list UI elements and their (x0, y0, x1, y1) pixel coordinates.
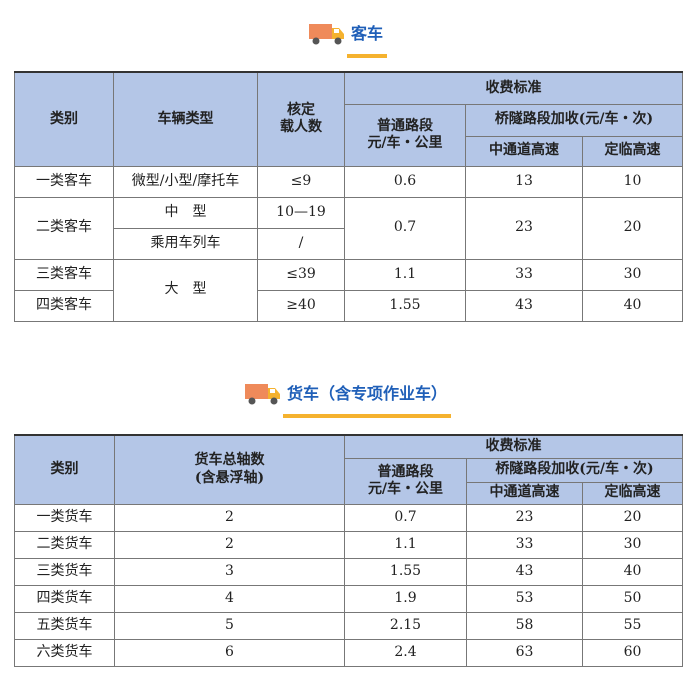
header-class: 类别 (14, 434, 115, 505)
header-axles: 货车总轴数 (含悬浮轴) (114, 434, 345, 505)
cell-cls: 六类货车 (14, 638, 115, 667)
cell-normal: 1.1 (344, 530, 467, 559)
header-fee: 收费标准 (344, 434, 683, 459)
table-row: 五类货车 5 2.15 58 55 (14, 611, 683, 640)
header-zt: 中通道高速 (465, 135, 583, 167)
table-row: 二类货车 2 1.1 33 30 (14, 530, 683, 559)
table-row: 二类客车中 型 10—19 0.7 23 20 (14, 196, 683, 260)
passenger-fee-table: 类别 车辆类型 核定 载人数 收费标准 普通路段 元/车・公里 桥隧路段加收(元/车・次) … (14, 71, 683, 322)
truck-fee-table: 类别 货车总轴数 (含悬浮轴) 收费标准 普通路段 元/车・公里 桥隧路段加收(元/车・次… (14, 434, 683, 667)
cell-cls: 五类货车 (14, 611, 115, 640)
table-row: 乘用车列车 / (15, 227, 683, 260)
cell-normal: 1.9 (344, 584, 467, 613)
cell-axles: 3 (114, 557, 345, 586)
table-row: 四类货车 4 1.9 53 50 (14, 584, 683, 613)
passenger-section-title: 客车 (0, 20, 692, 58)
header-zt: 中通道高速 (466, 481, 583, 505)
header-normal: 普通路段 元/车・公里 (344, 457, 467, 505)
cell-dl: 20 (582, 503, 683, 532)
table-row: 三类客车大 型 ≤39 1.1 33 30 (14, 258, 683, 322)
cell-cls: 三类货车 (14, 557, 115, 586)
cell-axles: 5 (114, 611, 345, 640)
header-bridge: 桥隧路段加收(元/车・次) (465, 103, 683, 137)
cell-cls: 一类货车 (14, 503, 115, 532)
cell-normal: 0.7 (344, 503, 467, 532)
header-class: 类别 (14, 71, 114, 167)
cell-zt: 58 (466, 611, 583, 640)
cell-dl: 55 (582, 611, 683, 640)
table-row: 三类货车 3 1.55 43 40 (14, 557, 683, 586)
cell-cls: 四类货车 (14, 584, 115, 613)
header-type: 车辆类型 (113, 71, 258, 167)
cell-dl: 30 (582, 530, 683, 559)
truck-icon (244, 384, 280, 405)
cell-dl: 60 (582, 638, 683, 667)
header-dl: 定临高速 (582, 481, 683, 505)
table-row: 六类货车 6 2.4 63 60 (14, 638, 683, 667)
cell-zt: 53 (466, 584, 583, 613)
truck-icon (308, 24, 344, 45)
cell-dl: 50 (582, 584, 683, 613)
table-row: 一类客车 微型/小型/摩托车 ≤9 0.6 13 10 (14, 165, 683, 198)
header-seats: 核定 载人数 (257, 71, 345, 167)
cell-zt: 23 (466, 503, 583, 532)
cell-dl: 40 (582, 557, 683, 586)
cell-axles: 4 (114, 584, 345, 613)
header-fee: 收费标准 (344, 71, 683, 105)
table-row: 一类货车 2 0.7 23 20 (14, 503, 683, 532)
cell-normal: 2.15 (344, 611, 467, 640)
table-row: 四类客车 ≥40 1.55 43 40 (14, 289, 683, 322)
cell-cls: 二类货车 (14, 530, 115, 559)
cell-axles: 2 (114, 530, 345, 559)
cell-axles: 6 (114, 638, 345, 667)
cell-zt: 43 (466, 557, 583, 586)
header-dl: 定临高速 (582, 135, 683, 167)
cell-normal: 2.4 (344, 638, 467, 667)
cell-normal: 1.55 (344, 557, 467, 586)
cell-zt: 33 (466, 530, 583, 559)
header-normal: 普通路段 元/车・公里 (344, 103, 466, 167)
header-bridge: 桥隧路段加收(元/车・次) (466, 457, 683, 483)
truck-section-title: 货车（含专项作业车） (0, 380, 692, 418)
cell-axles: 2 (114, 503, 345, 532)
cell-zt: 63 (466, 638, 583, 667)
